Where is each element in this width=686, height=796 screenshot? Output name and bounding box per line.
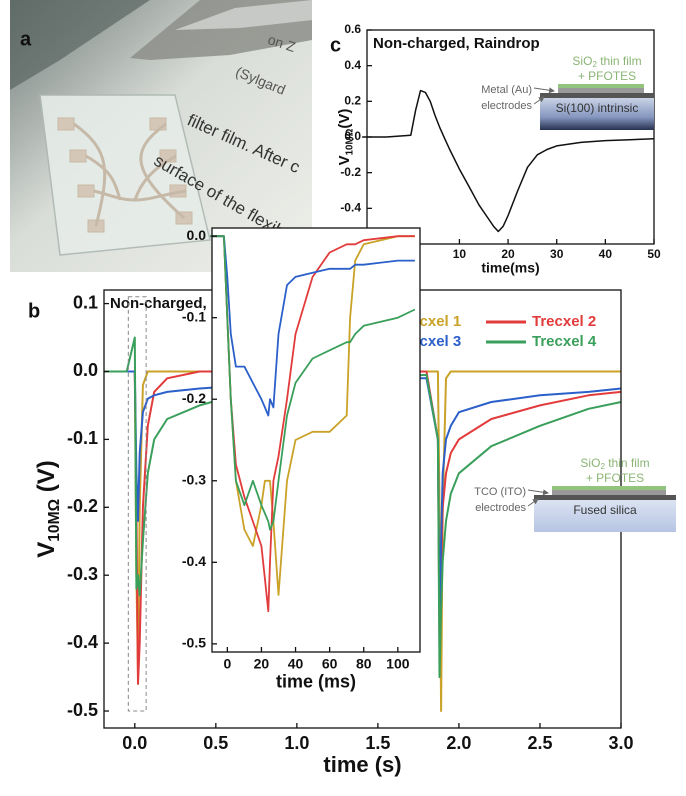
panel-label: a — [20, 28, 32, 50]
x-tick-label: 50 — [647, 247, 661, 261]
y-tick-label: 0.0 — [187, 227, 207, 243]
y-axis-label-main: V — [336, 155, 353, 165]
layer-label-part: 2 — [592, 60, 597, 69]
electrode-label: Metal (Au) — [481, 84, 532, 96]
layer-diagram: SiO2 thin film+ PFOTES Fused silica TCO (I… — [474, 456, 676, 532]
chart: 0.0 -0.1 -0.2 -0.3 -0.4 -0.5 0 20 40 60 80 100 time … — [182, 227, 421, 691]
y-tick-label: -0.5 — [67, 700, 98, 720]
layer-electrode — [540, 93, 654, 98]
y-tick-label: -0.4 — [340, 201, 361, 215]
layer-sio2 — [558, 88, 644, 93]
arrow — [527, 489, 549, 496]
layer-substrate — [540, 98, 654, 130]
y-tick-label: -0.4 — [67, 632, 98, 652]
layer-pfotes — [552, 486, 666, 490]
electrode-label: electrodes — [475, 502, 526, 514]
electrode-label: electrodes — [481, 100, 532, 112]
layer-pfotes — [558, 84, 644, 88]
layer-sio2 — [552, 490, 666, 495]
x-tick-label: 1.5 — [365, 733, 390, 753]
x-tick-label: 2.0 — [446, 733, 471, 753]
y-tick-label: -0.4 — [182, 553, 206, 569]
y-axis-label-main: V — [33, 542, 60, 558]
y-tick-label: -0.5 — [182, 635, 206, 651]
y-tick-label: -0.2 — [340, 165, 361, 179]
x-tick-label: 40 — [288, 655, 304, 671]
layer-substrate — [534, 500, 676, 532]
layer-label-part: thin film — [605, 456, 650, 470]
layer-label: SiO2 thin film — [572, 54, 641, 69]
x-tick-label: 20 — [501, 247, 515, 261]
layer-label-part: thin film — [597, 54, 642, 68]
chart-title: Non-charged, Raindrop — [373, 35, 540, 52]
layer-label-part: 2 — [600, 462, 605, 471]
y-tick-label: -0.2 — [182, 390, 206, 406]
plot-frame — [211, 227, 421, 653]
x-axis-label: time(ms) — [481, 260, 539, 276]
layer-label: SiO2 thin film — [580, 456, 649, 471]
arrow — [527, 498, 539, 507]
x-tick-label: 10 — [453, 247, 467, 261]
y-tick-label: 0.0 — [73, 360, 98, 380]
x-tick-label: 0 — [223, 655, 231, 671]
layer-electrode — [534, 495, 676, 500]
x-tick-label: 20 — [254, 655, 270, 671]
y-axis-label: V10MΩ(V) — [336, 109, 355, 166]
y-tick-label: 0.2 — [344, 94, 361, 108]
layer-label: + PFOTES — [586, 471, 644, 485]
y-axis-label-unit: (V) — [33, 460, 60, 499]
x-axis-label: time (s) — [323, 752, 401, 777]
legend-label: Trecxel 4 — [532, 333, 597, 350]
x-tick-label: 0.5 — [203, 733, 228, 753]
arrow — [533, 96, 545, 105]
x-tick-label: 30 — [550, 247, 564, 261]
layer-diagram: SiO2 thin film+ PFOTES Si(100) intrinsic M… — [481, 54, 654, 130]
layer-label-part: SiO — [572, 54, 592, 68]
x-axis-label: time (ms) — [276, 671, 356, 691]
photo: a on Z (Sylgard filter film. After c sur… — [10, 0, 312, 272]
x-tick-label: 0.0 — [122, 733, 147, 753]
legend-label: Trecxel 2 — [532, 313, 596, 330]
substrate-label: Fused silica — [573, 503, 637, 517]
substrate-label: Si(100) intrinsic — [556, 101, 639, 115]
plot-background — [212, 228, 420, 652]
x-tick-label: 2.5 — [527, 733, 552, 753]
x-tick-label: 3.0 — [608, 733, 633, 753]
y-axis-label-unit: (V) — [336, 109, 353, 129]
x-tick-label: 60 — [322, 655, 338, 671]
x-tick-label: 100 — [386, 655, 410, 671]
chart: -0.6-0.4-0.20.00.20.40.601020304050time(… — [336, 22, 661, 275]
data-line — [362, 89, 655, 233]
y-tick-label: 0.0 — [344, 129, 361, 143]
y-axis-label: V10MΩ (V) — [33, 460, 63, 558]
data-line — [210, 235, 416, 531]
y-tick-label: -0.1 — [182, 308, 206, 324]
arrow — [533, 87, 555, 94]
data-line — [210, 235, 415, 417]
y-tick-label: 0.1 — [73, 292, 98, 312]
y-tick-label: -0.3 — [67, 564, 98, 584]
zoom-box — [127, 296, 147, 712]
layer-label-part: SiO — [580, 456, 600, 470]
y-tick-label: -0.1 — [67, 428, 98, 448]
electrode-label: TCO (ITO) — [474, 486, 526, 498]
y-tick-label: 0.6 — [344, 22, 361, 36]
y-axis-label-sub: 10MΩ — [344, 128, 355, 155]
x-tick-label: 80 — [356, 655, 372, 671]
y-axis-label-sub: 10MΩ — [46, 499, 63, 542]
panel-label: b — [28, 300, 40, 322]
y-tick-label: -0.3 — [182, 471, 206, 487]
x-tick-label: 1.0 — [284, 733, 309, 753]
y-tick-label: -0.2 — [67, 496, 98, 516]
y-tick-label: 0.4 — [344, 58, 361, 72]
panel-label: c — [330, 34, 341, 56]
x-tick-label: 40 — [599, 247, 613, 261]
layer-label: + PFOTES — [578, 69, 636, 83]
